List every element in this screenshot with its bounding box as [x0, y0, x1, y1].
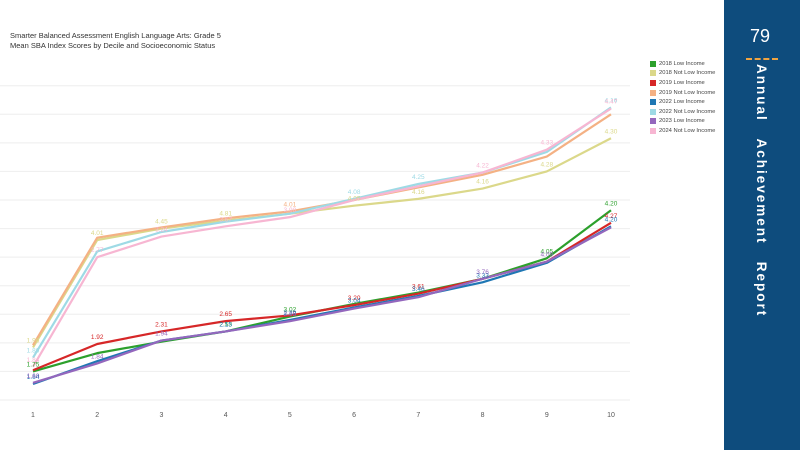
data-label: 1.86 — [27, 348, 40, 355]
legend-swatch — [650, 108, 656, 115]
data-label: 3.04 — [348, 297, 361, 304]
data-label: 3.46 — [412, 286, 425, 293]
chart-title-line2: Mean SBA Index Scores by Decile and Soci… — [10, 40, 216, 50]
legend-label: 2024 Not Low Income — [659, 127, 716, 134]
data-label: 4.33 — [540, 140, 553, 147]
side-panel: 79 Annual Achievement Report — [724, 0, 800, 450]
legend-item: 2018 Low Income — [650, 59, 715, 69]
data-label: 4.25 — [412, 174, 425, 181]
data-label: 4.28 — [540, 161, 553, 168]
data-label: 4.45 — [155, 219, 168, 226]
x-tick-label: 3 — [159, 412, 163, 419]
page-number: 79 — [749, 26, 771, 46]
legend-swatch — [650, 118, 656, 125]
chart-title-line1: Smarter Balanced Assessment English Lang… — [10, 31, 221, 40]
data-label: 3.24 — [155, 227, 168, 234]
legend-item: 2022 Low Income — [650, 97, 715, 107]
data-label: 2.77 — [91, 247, 104, 254]
data-label: 1.64 — [27, 374, 40, 381]
data-label: 4.16 — [476, 179, 489, 186]
legend-label: 2018 Low Income — [659, 60, 705, 67]
legend-swatch — [650, 89, 656, 96]
divider — [746, 58, 778, 60]
data-label: 4.01 — [284, 201, 297, 208]
data-label: 3.20 — [348, 295, 361, 302]
legend-label: 2022 Low Income — [659, 99, 705, 106]
data-label: 4.01 — [91, 230, 104, 237]
legend-swatch — [650, 79, 656, 86]
legend-label: 2023 Low Income — [659, 118, 705, 125]
data-label: 3.02 — [284, 307, 297, 314]
x-tick-label: 2 — [95, 412, 99, 419]
legend-item: 2022 Not Low Income — [650, 107, 715, 117]
data-label: 4.20 — [605, 216, 618, 223]
data-label: 4.22 — [476, 163, 489, 170]
data-label: 1.96 — [27, 337, 40, 344]
legend-label: 2019 Low Income — [659, 79, 705, 86]
data-label: 2.31 — [155, 321, 168, 328]
data-label: 1.84 — [27, 357, 40, 364]
data-label: 4.16 — [412, 189, 425, 196]
series-lines — [32, 106, 612, 386]
data-label: 4.27 — [605, 213, 618, 220]
series-line — [32, 137, 612, 348]
legend-item: 2023 Low Income — [650, 117, 715, 127]
data-label: 3.61 — [412, 284, 425, 291]
x-tick-label: 8 — [481, 412, 485, 419]
legend-label: 2018 Not Low Income — [659, 70, 716, 77]
data-label: 1.75 — [27, 361, 40, 368]
data-label: 3.76 — [476, 269, 489, 276]
data-label: 4.30 — [605, 128, 618, 135]
legend-item: 2018 Not Low Income — [650, 69, 715, 79]
x-tick-label: 4 — [224, 412, 228, 419]
legend-swatch — [650, 99, 656, 106]
data-label: 4.47 — [605, 99, 618, 106]
x-tick-label: 5 — [288, 412, 292, 419]
data-label: 2.53 — [219, 321, 232, 328]
data-label: 1.94 — [155, 331, 168, 338]
legend-swatch — [650, 70, 656, 77]
legend-label: 2019 Not Low Income — [659, 89, 716, 96]
data-label: 4.81 — [219, 211, 232, 218]
x-tick-label: 10 — [607, 412, 615, 419]
legend-item: 2024 Not Low Income — [650, 126, 715, 136]
data-label: 2.39 — [284, 310, 297, 317]
x-tick-label: 1 — [31, 412, 35, 419]
legend-swatch — [650, 60, 656, 67]
chart-title: Smarter Balanced Assessment English Lang… — [10, 31, 221, 50]
data-labels: 1.75 2.53 3.02 4.05 4.20 1.96 4.01 4.45 4.81 4.05… — [27, 97, 618, 381]
data-label: 2.65 — [219, 311, 232, 318]
x-tick-label: 6 — [352, 412, 356, 419]
data-label: 4.20 — [605, 200, 618, 207]
data-label: 4.05 — [348, 196, 361, 203]
data-label: 3.67 — [219, 216, 232, 223]
data-label: 3.90 — [284, 207, 297, 214]
legend-item: 2019 Not Low Income — [650, 88, 715, 98]
data-label: 3.33 — [476, 272, 489, 279]
line-chart: 1 2 3 4 5 6 7 8 9 10 1.75 2.53 3.02 4.05 4.20 1.96 4.01… — [0, 85, 630, 419]
data-label: 1.60 — [27, 373, 40, 380]
x-axis-ticks: 1 2 3 4 5 6 7 8 9 10 — [31, 412, 615, 419]
legend-item: 2019 Low Income — [650, 78, 715, 88]
data-label: 4.16 — [605, 97, 618, 104]
data-label: 4.05 — [540, 248, 553, 255]
legend-label: 2022 Not Low Income — [659, 108, 716, 115]
report-title: Annual Achievement Report — [754, 64, 769, 318]
legend: 2018 Low Income 2018 Not Low Income 2019 L… — [650, 59, 715, 136]
series-line — [32, 107, 612, 368]
data-label: 4.08 — [348, 189, 361, 196]
x-tick-label: 9 — [545, 412, 549, 419]
data-label: 1.92 — [91, 334, 104, 341]
legend-swatch — [650, 127, 656, 134]
x-tick-label: 7 — [416, 412, 420, 419]
data-label: 1.84 — [91, 353, 104, 360]
data-label: 4.09 — [540, 252, 553, 259]
data-label: 2.15 — [219, 321, 232, 328]
series-line — [32, 106, 612, 359]
series-line — [32, 226, 612, 384]
data-label: 2.65 — [284, 311, 297, 318]
